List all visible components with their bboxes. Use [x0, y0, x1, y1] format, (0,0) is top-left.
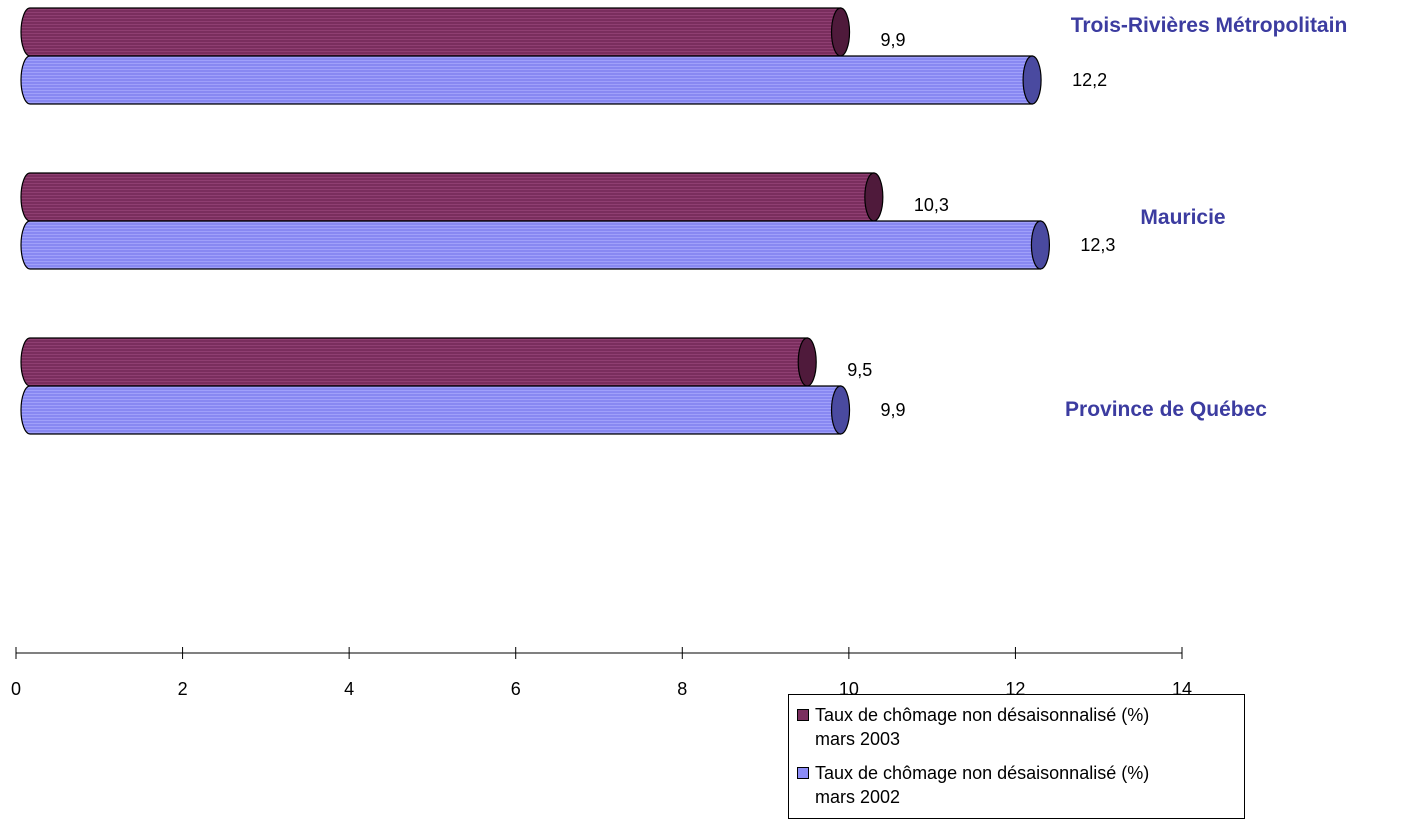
category-label-1: Mauricie	[1140, 206, 1225, 229]
legend-label-2002-line2: mars 2002	[815, 787, 901, 807]
bar-2-1	[20, 385, 851, 435]
value-label-2-1: 9,9	[881, 400, 906, 420]
legend-swatch-2002	[797, 767, 809, 779]
x-tick-label-3: 6	[511, 679, 521, 699]
legend: Taux de chômage non désaisonnalisé (%) m…	[788, 694, 1245, 819]
legend-label-2003-line1: Taux de chômage non désaisonnalisé (%)	[815, 705, 1150, 725]
x-tick-label-2: 4	[344, 679, 354, 699]
legend-label-2002-line1: Taux de chômage non désaisonnalisé (%)	[815, 763, 1150, 783]
category-label-2: Province de Québec	[1065, 398, 1267, 421]
bar-0-0	[20, 7, 851, 57]
value-label-2-0: 9,5	[847, 360, 872, 380]
legend-label-2003-line2: mars 2003	[815, 729, 901, 749]
value-label-1-0: 10,3	[914, 195, 949, 215]
x-axis: 0 2 4 6 8 10 12 14	[11, 647, 1192, 699]
x-tick-label-0: 0	[11, 679, 21, 699]
value-label-0-0: 9,9	[881, 30, 906, 50]
bar-1-1	[20, 220, 1051, 270]
category-labels-group: Trois-Rivières Métropolitain Mauricie Prov…	[1065, 14, 1347, 421]
bar-0-1	[20, 55, 1042, 105]
value-label-1-1: 12,3	[1080, 235, 1115, 255]
value-label-0-1: 12,2	[1072, 70, 1107, 90]
bars-group	[20, 7, 1051, 435]
x-tick-label-4: 8	[677, 679, 687, 699]
legend-swatch-2003	[797, 709, 809, 721]
category-label-0: Trois-Rivières Métropolitain	[1071, 14, 1348, 37]
value-labels-group: 9,9 12,2 10,3 12,3 9,5 9,9	[847, 30, 1115, 420]
bar-1-0	[20, 172, 884, 222]
bar-2-0	[20, 337, 817, 387]
x-tick-label-1: 2	[178, 679, 188, 699]
